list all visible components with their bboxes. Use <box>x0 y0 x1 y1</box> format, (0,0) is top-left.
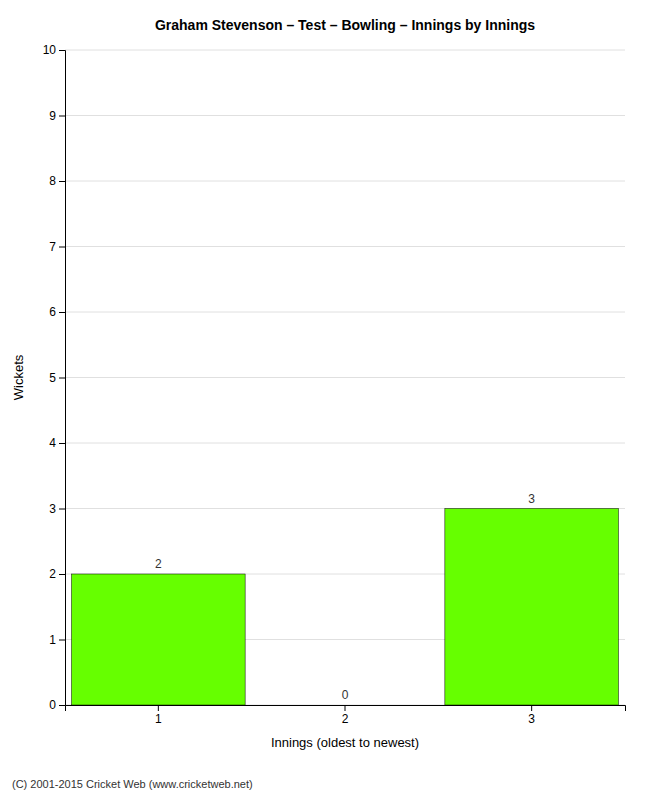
tick-mark <box>59 50 65 51</box>
grid-line <box>65 312 625 313</box>
tick-label: 1 <box>155 712 162 726</box>
tick: 5 <box>49 371 65 385</box>
tick: 10 <box>43 43 65 57</box>
tick-mark <box>59 574 65 575</box>
grid <box>65 50 625 705</box>
tick: 0 <box>49 698 65 712</box>
tick: 9 <box>49 109 65 123</box>
tick-mark <box>59 705 65 706</box>
data-label: 3 <box>528 492 535 506</box>
chart: 1 2 3 0 1 2 3 4 5 6 7 8 9 10 2 0 3 Graham Stevenson – Tes… <box>0 0 650 800</box>
tick-label: 9 <box>49 109 56 123</box>
y-axis: 0 1 2 3 4 5 6 7 8 9 10 <box>43 43 66 712</box>
data-label: 2 <box>155 557 162 571</box>
bar <box>445 509 619 706</box>
tick-label: 5 <box>49 371 56 385</box>
bar <box>258 705 432 706</box>
grid-line <box>65 50 625 51</box>
data-labels: 2 0 3 <box>155 492 535 703</box>
grid-line <box>65 181 625 182</box>
tick-label: 2 <box>49 567 56 581</box>
annotation: (C) 2001-2015 Cricket Web (www.cricketwe… <box>12 778 253 790</box>
plot-area <box>72 509 619 706</box>
tick-label: 3 <box>49 502 56 516</box>
title: Graham Stevenson – Test – Bowling – Inni… <box>155 17 535 33</box>
tick-mark <box>158 705 159 711</box>
tick: 6 <box>49 305 65 319</box>
tick-mark <box>345 705 346 711</box>
tick-label: 8 <box>49 174 56 188</box>
tick-label: 2 <box>342 712 349 726</box>
tick: 3 <box>528 705 535 726</box>
x-axis: 1 2 3 <box>66 705 626 726</box>
tick-mark <box>59 116 65 117</box>
tick: 1 <box>155 705 162 726</box>
x-axis-label: Innings (oldest to newest) <box>271 735 419 750</box>
tick: 2 <box>49 567 65 581</box>
grid-line <box>65 246 625 247</box>
tick: 4 <box>49 436 65 450</box>
bar <box>72 574 246 705</box>
tick-mark <box>531 705 532 711</box>
tick: 7 <box>49 240 65 254</box>
tick-label: 3 <box>528 712 535 726</box>
grid-line <box>65 115 625 116</box>
tick: 2 <box>342 705 349 726</box>
tick-label: 6 <box>49 305 56 319</box>
tick: 3 <box>49 502 65 516</box>
tick-mark <box>59 378 65 379</box>
tick: 1 <box>49 633 65 647</box>
grid-line <box>65 377 625 378</box>
grid-line <box>65 443 625 444</box>
tick-label: 0 <box>49 698 56 712</box>
tick-mark <box>59 247 65 248</box>
tick-mark <box>59 181 65 182</box>
data-label: 0 <box>342 688 349 702</box>
tick-mark <box>59 312 65 313</box>
axis-line <box>59 51 66 706</box>
tick-mark <box>59 640 65 641</box>
tick-mark <box>59 509 65 510</box>
tick-label: 7 <box>49 240 56 254</box>
tick-mark <box>59 443 65 444</box>
tick: 8 <box>49 174 65 188</box>
tick-label: 4 <box>49 436 56 450</box>
tick-label: 1 <box>49 633 56 647</box>
axis-line <box>66 706 626 712</box>
y-axis-label: Wickets <box>11 354 26 400</box>
tick-label: 10 <box>43 43 57 57</box>
